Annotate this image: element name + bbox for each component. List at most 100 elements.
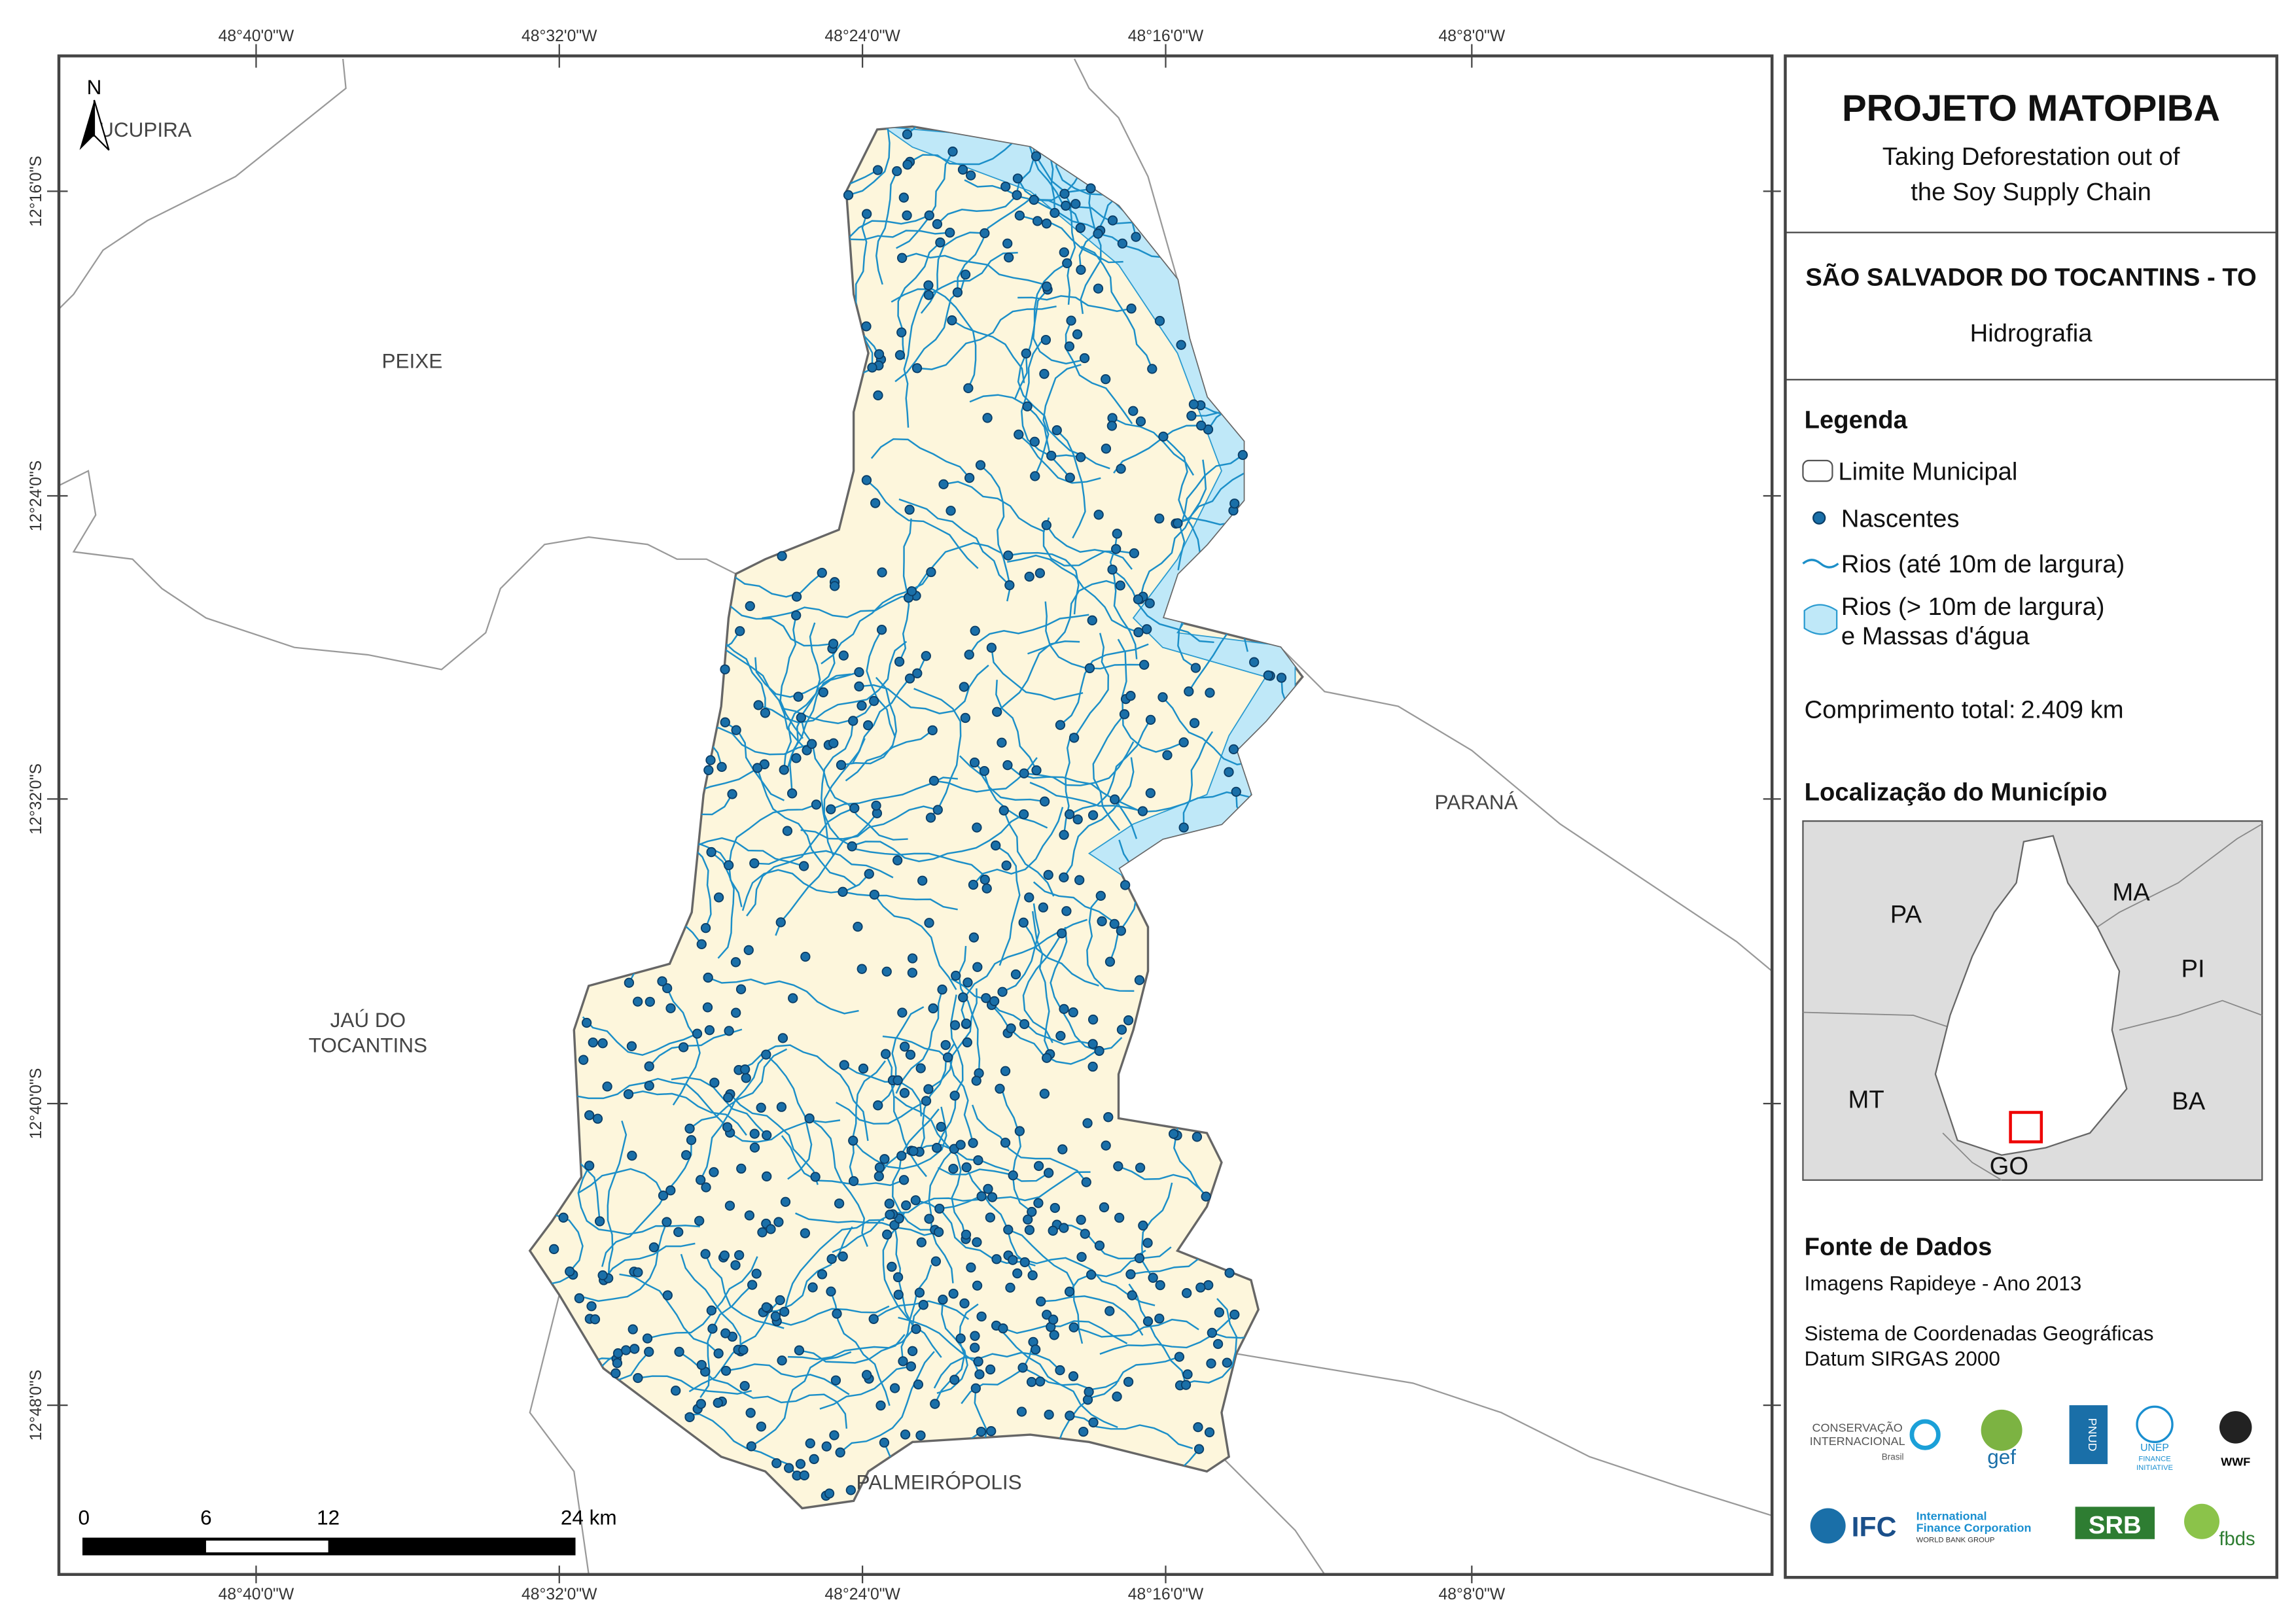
spring xyxy=(869,695,879,707)
spring xyxy=(1031,151,1042,162)
spring xyxy=(927,725,938,735)
spring xyxy=(629,1344,640,1354)
river xyxy=(1163,436,1201,555)
lon-label: 48°32'0"W xyxy=(521,1586,597,1603)
spring xyxy=(662,1290,673,1300)
logo-text: fbds xyxy=(2219,1529,2255,1550)
spring xyxy=(633,1267,643,1278)
river xyxy=(1007,554,1139,633)
spring xyxy=(830,1375,841,1386)
river xyxy=(1069,1246,1172,1293)
spring xyxy=(1059,247,1069,258)
spring xyxy=(1042,1053,1052,1063)
spring xyxy=(665,1003,676,1013)
spring xyxy=(894,656,905,667)
spring xyxy=(1137,806,1148,816)
spring xyxy=(645,996,655,1007)
spring xyxy=(992,707,1002,717)
spring xyxy=(1014,429,1024,440)
spring xyxy=(1064,341,1075,352)
spring xyxy=(892,166,902,177)
spring xyxy=(961,1018,972,1029)
spring xyxy=(1061,200,1071,211)
spring xyxy=(930,1399,940,1409)
spring xyxy=(912,668,923,678)
spring xyxy=(1144,598,1155,608)
spring xyxy=(665,1185,676,1196)
spring xyxy=(1157,692,1168,703)
spring xyxy=(961,1229,972,1240)
spring xyxy=(793,691,804,702)
spring xyxy=(761,1302,771,1312)
spring xyxy=(945,506,956,516)
spring xyxy=(776,1102,787,1112)
spring xyxy=(932,218,943,230)
spring xyxy=(968,932,980,943)
river xyxy=(972,807,1064,886)
spring xyxy=(861,321,872,332)
spring xyxy=(597,1038,608,1049)
spring xyxy=(949,1091,960,1101)
river xyxy=(980,464,1012,602)
spring xyxy=(838,886,848,897)
spring xyxy=(578,1055,589,1065)
river xyxy=(1112,568,1214,644)
spring xyxy=(1004,252,1014,263)
spring xyxy=(1019,1019,1030,1030)
spring xyxy=(958,992,968,1003)
river xyxy=(855,848,988,889)
river xyxy=(1034,364,1082,477)
spring xyxy=(983,1183,993,1195)
spring xyxy=(985,1212,996,1223)
spring xyxy=(657,976,667,986)
spring xyxy=(716,761,727,772)
spring xyxy=(1154,315,1165,326)
spring xyxy=(719,1250,730,1261)
spring xyxy=(549,1244,559,1255)
river xyxy=(1073,1318,1199,1338)
spring xyxy=(925,812,936,823)
spring xyxy=(1068,1007,1078,1018)
river xyxy=(704,1253,785,1329)
spring xyxy=(821,1441,832,1452)
spring xyxy=(934,1203,945,1214)
spring xyxy=(972,822,982,833)
spring xyxy=(849,803,860,813)
spring xyxy=(905,1049,916,1060)
neighbor-boundaries xyxy=(58,58,1773,1575)
state-label: PA xyxy=(1890,900,1922,928)
spring xyxy=(779,765,789,775)
spring xyxy=(1212,1338,1224,1350)
river xyxy=(898,1316,981,1375)
spring xyxy=(588,1037,598,1048)
scale-label: 12 xyxy=(317,1505,340,1529)
spring xyxy=(809,1454,819,1465)
spring xyxy=(1196,420,1207,431)
spring xyxy=(818,687,828,697)
spring xyxy=(937,985,947,995)
spring xyxy=(706,846,716,858)
spring xyxy=(739,1380,750,1391)
spring xyxy=(558,1212,569,1223)
spring xyxy=(824,1488,835,1499)
spring xyxy=(702,1002,713,1013)
spring xyxy=(644,1061,654,1072)
spring xyxy=(1062,258,1072,269)
spring xyxy=(1074,875,1085,885)
spring xyxy=(834,1198,845,1209)
spring xyxy=(1000,181,1011,192)
spring xyxy=(1207,1327,1217,1338)
spring xyxy=(731,725,741,735)
spring xyxy=(1069,1322,1079,1333)
river xyxy=(1113,425,1201,474)
spring xyxy=(621,1345,631,1355)
spring xyxy=(700,1249,711,1259)
spring xyxy=(962,1037,972,1048)
spring xyxy=(991,1254,1002,1265)
spring xyxy=(1186,411,1197,421)
river xyxy=(728,803,817,907)
spring xyxy=(1114,1212,1125,1223)
spring xyxy=(973,1155,983,1166)
spring xyxy=(701,1182,711,1193)
spring xyxy=(913,1379,924,1390)
